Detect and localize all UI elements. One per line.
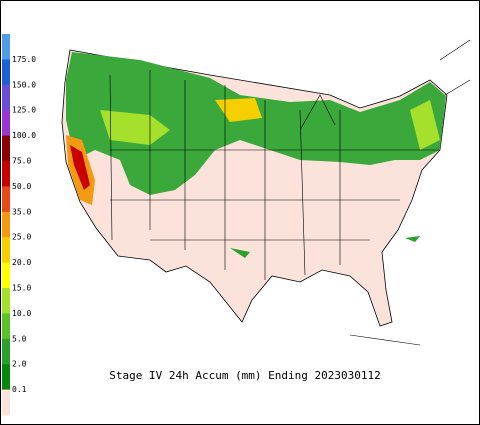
legend-label: 0.1 <box>12 385 27 394</box>
legend-swatch <box>2 313 10 340</box>
precip-heavy <box>215 98 262 122</box>
legend-label: 175.0 <box>12 55 36 64</box>
precip-north <box>66 52 446 195</box>
legend-swatch <box>2 237 10 264</box>
legend-swatch <box>2 389 10 416</box>
legend-label: 150.0 <box>12 80 36 89</box>
legend-swatch <box>2 84 10 111</box>
legend-label: 5.0 <box>12 334 27 343</box>
legend-swatch <box>2 186 10 213</box>
legend-label: 2.0 <box>12 360 27 369</box>
precip-areas <box>66 52 446 195</box>
legend-swatch <box>2 364 10 391</box>
legend-swatch <box>2 211 10 238</box>
legend-label: 125.0 <box>12 106 36 115</box>
legend-swatch <box>2 34 10 60</box>
legend-label: 25.0 <box>12 233 31 242</box>
legend-swatch <box>2 161 10 187</box>
map-title: Stage IV 24h Accum (mm) Ending 202303011… <box>109 369 381 382</box>
legend-label: 10.0 <box>12 309 31 318</box>
precip-heavy <box>70 145 90 190</box>
legend-swatch <box>2 338 10 365</box>
legend-label: 20.0 <box>12 258 31 267</box>
precip-light <box>100 110 170 145</box>
legend-swatch <box>2 59 10 86</box>
legend-label: 35.0 <box>12 207 31 216</box>
legend-swatch <box>2 110 10 137</box>
legend-swatch <box>2 262 10 289</box>
legend-label: 50.0 <box>12 182 31 191</box>
legend-label: 100.0 <box>12 131 36 140</box>
legend-label: 75.0 <box>12 157 31 166</box>
legend-label: 15.0 <box>12 284 31 293</box>
precip-light <box>410 100 440 150</box>
boundaries <box>109 39 471 346</box>
legend-swatch <box>2 288 10 314</box>
legend-swatch <box>2 135 10 162</box>
